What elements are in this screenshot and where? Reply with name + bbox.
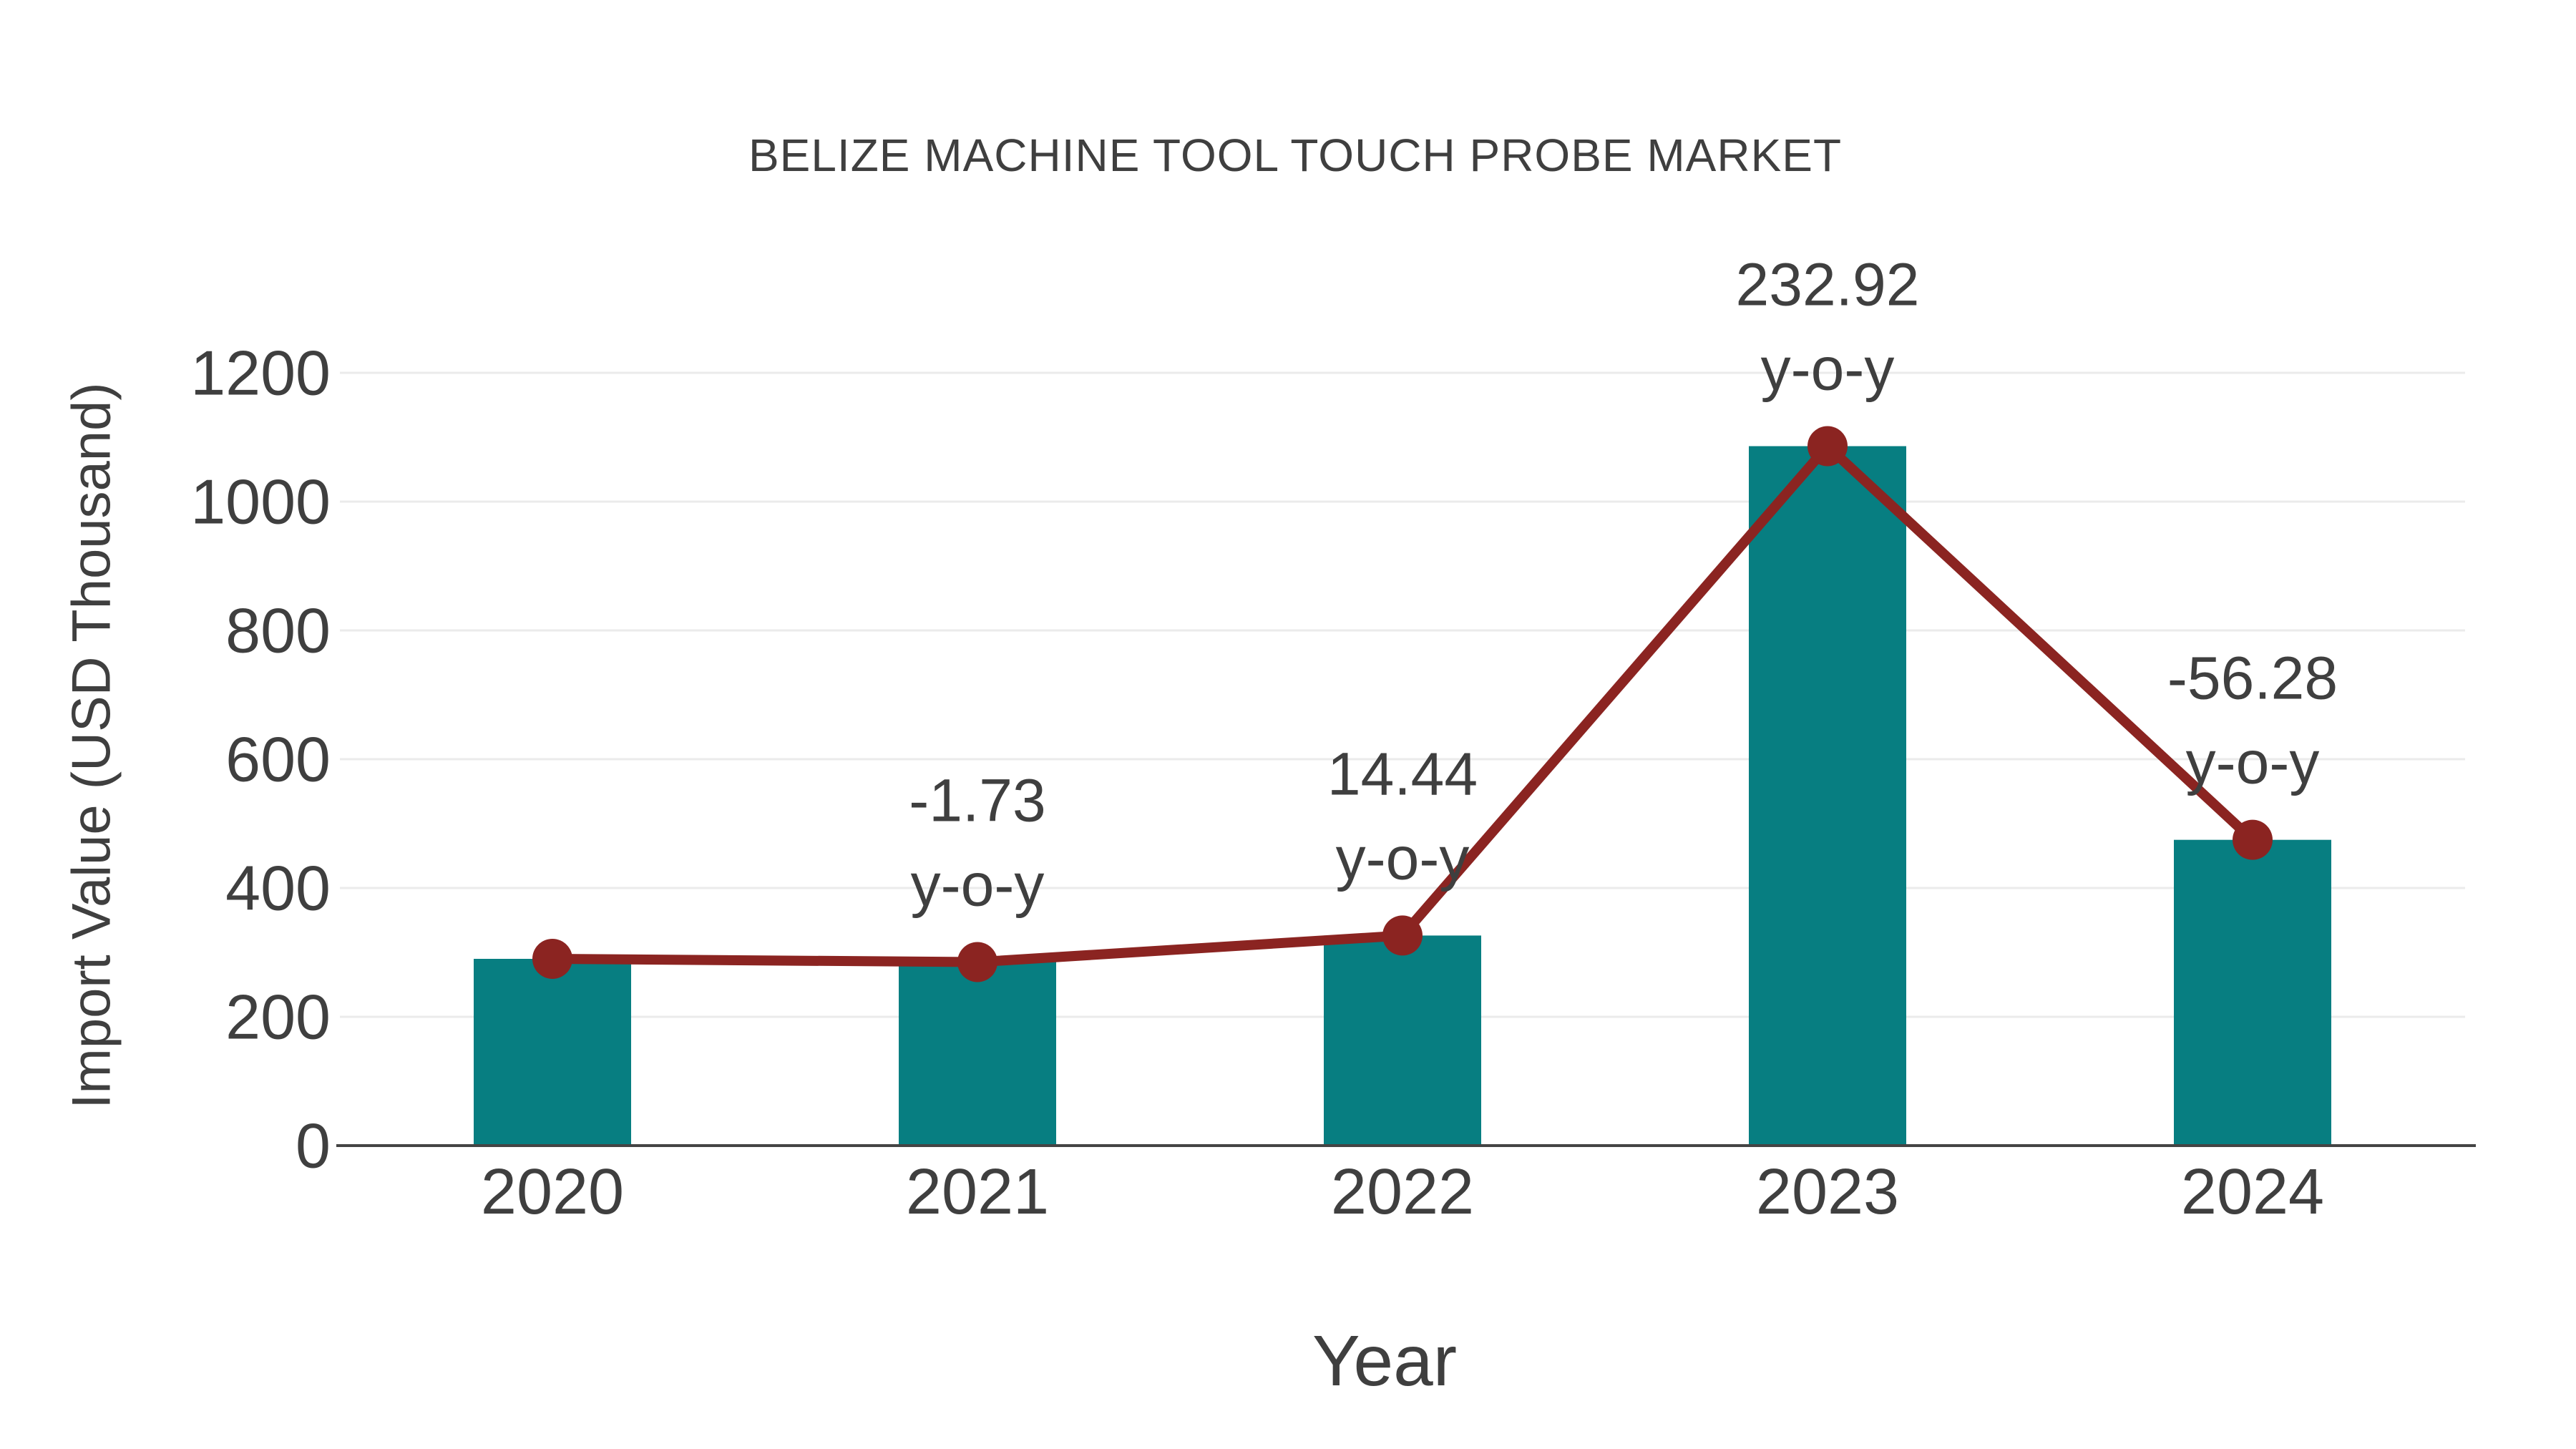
trend-marker-2021 bbox=[957, 942, 997, 982]
trend-marker-2023 bbox=[1807, 426, 1848, 467]
y-tick-label-1000: 1000 bbox=[190, 467, 331, 537]
annotation-value-2021: -1.73 bbox=[909, 767, 1045, 834]
x-axis-title: Year bbox=[1312, 1321, 1457, 1401]
tick-labels: 0 200 400 600 800 1000 1200 2020 2021 2022 2023 202… bbox=[190, 338, 2324, 1229]
y-tick-label-400: 400 bbox=[225, 853, 331, 924]
annotation-value-2023: 232.92 bbox=[1736, 251, 1920, 318]
bar-2024 bbox=[2174, 839, 2331, 1146]
x-tick-label-2021: 2021 bbox=[906, 1156, 1049, 1228]
y-tick-label-1200: 1200 bbox=[190, 338, 331, 409]
annotation-value-2024: -56.28 bbox=[2167, 645, 2338, 712]
chart-title: BELIZE MACHINE TOOL TOUCH PROBE MARKET bbox=[748, 130, 1842, 181]
annotation-yoy-2022: y-o-y bbox=[1336, 824, 1470, 892]
y-tick-label-800: 800 bbox=[225, 595, 331, 666]
x-tick-label-2024: 2024 bbox=[2181, 1156, 2324, 1228]
y-tick-label-0: 0 bbox=[296, 1111, 331, 1181]
annotation-value-2022: 14.44 bbox=[1327, 740, 1478, 807]
bar-2022 bbox=[1324, 935, 1481, 1146]
y-axis-title: Import Value (USD Thousand) bbox=[62, 382, 122, 1108]
gridlines bbox=[340, 371, 2465, 1018]
y-tick-label-200: 200 bbox=[225, 982, 331, 1053]
y-tick-label-600: 600 bbox=[225, 724, 331, 795]
bar-2023 bbox=[1749, 446, 1906, 1146]
trend-marker-2022 bbox=[1382, 915, 1423, 956]
trend-line-series bbox=[532, 426, 2273, 982]
x-tick-label-2022: 2022 bbox=[1331, 1156, 1474, 1228]
annotation-yoy-2021: y-o-y bbox=[911, 852, 1045, 919]
bar-2020 bbox=[474, 959, 631, 1146]
x-tick-label-2023: 2023 bbox=[1756, 1156, 1899, 1228]
trend-marker-2020 bbox=[532, 939, 572, 979]
annotation-yoy-2023: y-o-y bbox=[1761, 336, 1895, 403]
bar-2021 bbox=[899, 962, 1056, 1146]
annotation-yoy-2024: y-o-y bbox=[2186, 729, 2320, 796]
bar-series bbox=[474, 446, 2331, 1146]
x-tick-label-2020: 2020 bbox=[481, 1156, 624, 1228]
yoy-annotations: -1.73 y-o-y 14.44 y-o-y 232.92 y-o-y -56.28 y-o… bbox=[909, 251, 2338, 919]
trend-marker-2024 bbox=[2233, 819, 2273, 860]
